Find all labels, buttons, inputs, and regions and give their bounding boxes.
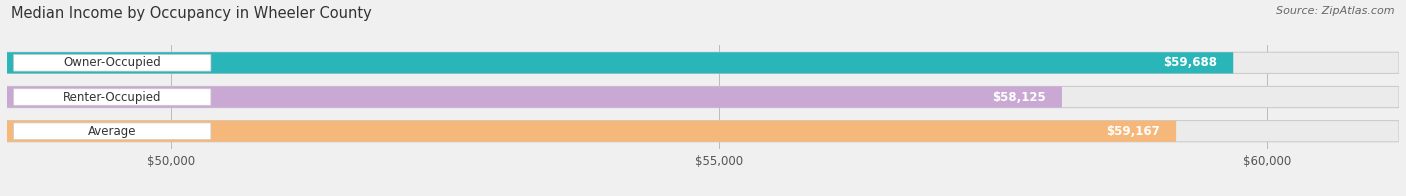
- Text: Owner-Occupied: Owner-Occupied: [63, 56, 162, 69]
- Text: Renter-Occupied: Renter-Occupied: [63, 91, 162, 103]
- FancyBboxPatch shape: [7, 52, 1233, 74]
- FancyBboxPatch shape: [14, 89, 211, 105]
- FancyBboxPatch shape: [14, 55, 211, 71]
- Text: $59,167: $59,167: [1107, 125, 1160, 138]
- Text: Source: ZipAtlas.com: Source: ZipAtlas.com: [1277, 6, 1395, 16]
- FancyBboxPatch shape: [7, 86, 1399, 108]
- FancyBboxPatch shape: [7, 52, 1399, 74]
- Text: Median Income by Occupancy in Wheeler County: Median Income by Occupancy in Wheeler Co…: [11, 6, 373, 21]
- FancyBboxPatch shape: [7, 121, 1399, 142]
- Text: $58,125: $58,125: [991, 91, 1046, 103]
- Text: Average: Average: [89, 125, 136, 138]
- FancyBboxPatch shape: [7, 86, 1062, 108]
- Text: $59,688: $59,688: [1163, 56, 1216, 69]
- FancyBboxPatch shape: [14, 123, 211, 139]
- FancyBboxPatch shape: [7, 121, 1177, 142]
